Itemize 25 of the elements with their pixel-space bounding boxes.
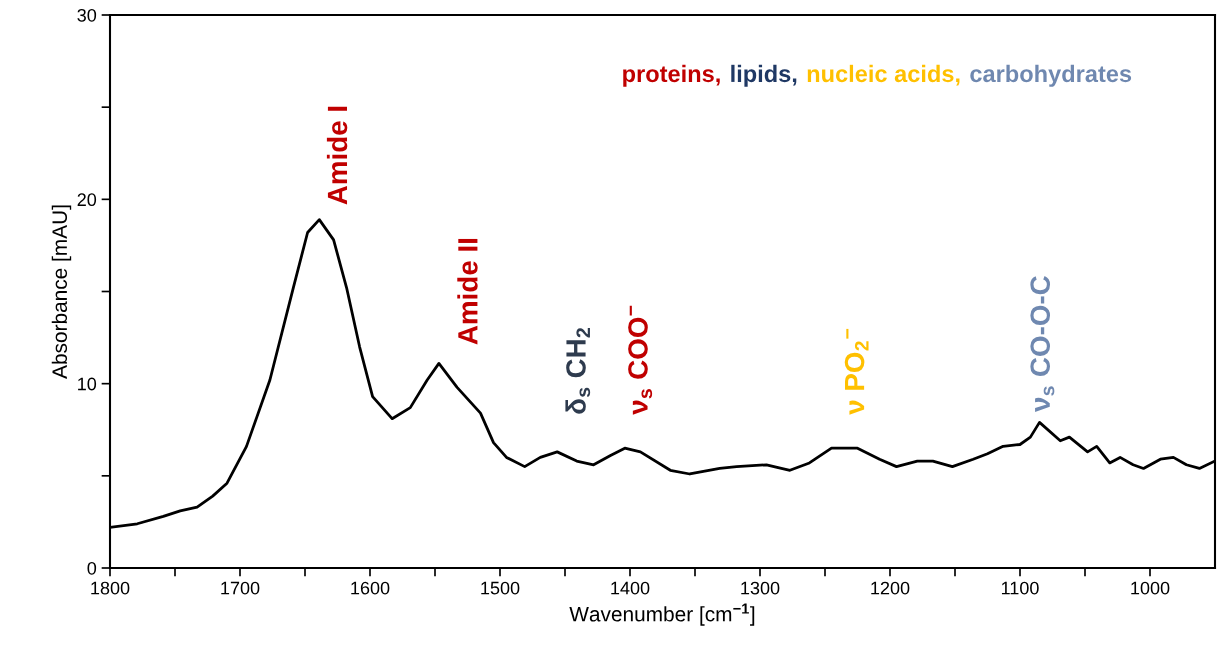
annotation: lipids, (731, 64, 797, 87)
annotation: proteins, (623, 64, 720, 87)
annotation: ν$_{s}$ COO$^{−}$ (628, 305, 653, 415)
x-tick-label: 1600 (351, 581, 390, 595)
annotation: ν PO$_{2}$$^{−}$ (844, 328, 869, 415)
y-tick-label: 30 (77, 8, 97, 22)
x-tick-label: 1800 (91, 581, 130, 595)
x-axis-title: Wavenumber [cm$^{−1}$] (569, 603, 755, 626)
x-tick-label: 1100 (1001, 581, 1039, 595)
x-tick-label: 1500 (481, 581, 520, 595)
annotation: nucleic acids, (807, 64, 960, 86)
annotation: Amide I (326, 106, 348, 205)
annotation: carbohydrates (970, 64, 1132, 87)
annotation: ν$_{s}$ CO-O-C (1030, 276, 1055, 413)
x-tick-label: 1400 (611, 581, 650, 595)
y-axis-title: Absorbance [mAU] (51, 205, 72, 379)
x-tick-label: 1200 (871, 581, 910, 595)
x-tick-label: 1700 (221, 581, 260, 595)
x-tick-label: 1300 (741, 581, 780, 595)
annotation: δ$_{s}$ CH$_{2}$ (565, 328, 591, 414)
annotation: Amide II (457, 238, 478, 345)
x-tick-label: 1000 (1131, 581, 1170, 595)
y-tick-label: 10 (78, 377, 97, 391)
y-tick-label: 0 (87, 561, 97, 575)
y-tick-label: 20 (77, 193, 97, 207)
